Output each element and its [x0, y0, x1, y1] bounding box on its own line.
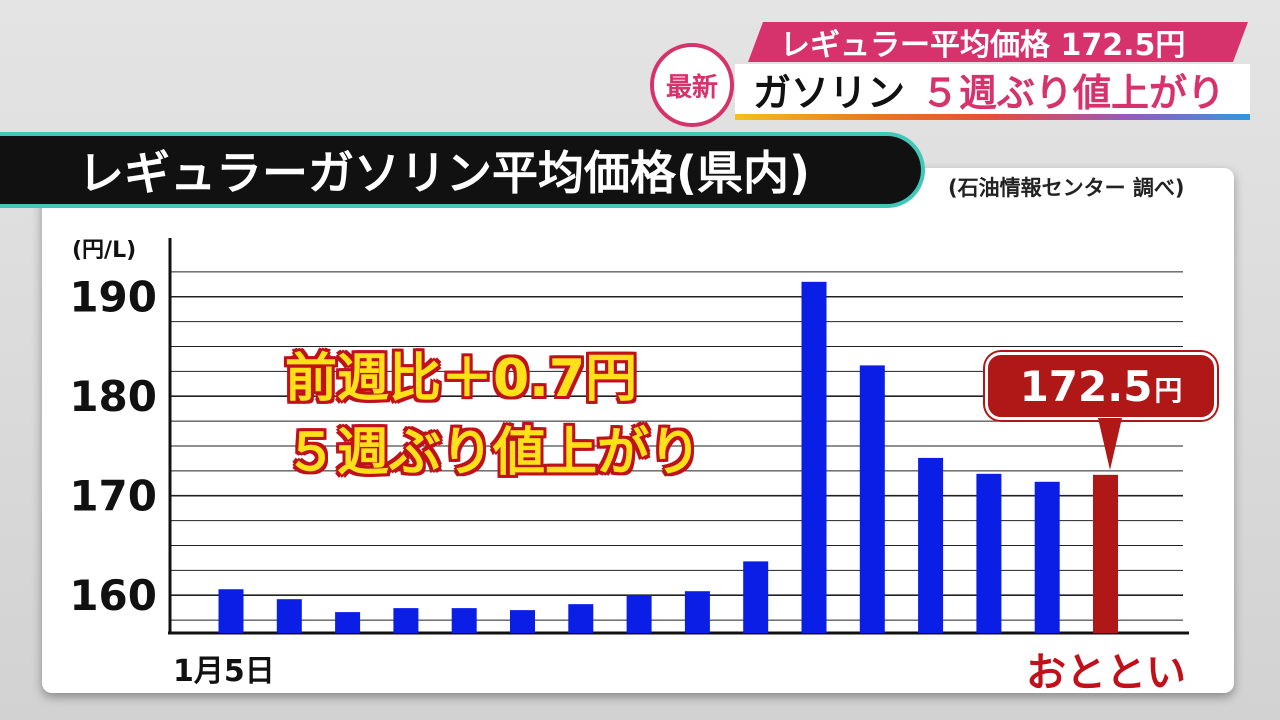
- bar: [510, 610, 535, 633]
- bar: [1093, 474, 1118, 633]
- value-callout: 172.5 円: [985, 352, 1217, 420]
- bar: [568, 604, 594, 633]
- bar: [1034, 481, 1060, 633]
- bar: [626, 595, 652, 633]
- top-ticker-text: レギュラー平均価格 172.5円: [780, 28, 1186, 63]
- y-tick-label: 160: [69, 571, 157, 620]
- bar: [276, 599, 302, 633]
- bar: [335, 612, 361, 633]
- callout-unit: 円: [1154, 374, 1183, 407]
- y-axis-label: (円/L): [72, 238, 137, 263]
- bar: [451, 608, 477, 633]
- source-note: (石油情報センター 調べ): [948, 176, 1185, 200]
- annotation-change: 前週比＋0.7円: [285, 349, 638, 409]
- chart-title-text: レギュラーガソリン平均価格(県内): [78, 146, 811, 200]
- headline-part2: ５週ぶり値上がり: [921, 70, 1226, 115]
- x-label-last: おととい: [1026, 650, 1186, 696]
- latest-badge: 最新: [650, 43, 734, 127]
- bar: [859, 365, 885, 633]
- headline-part1: ガソリン: [753, 70, 906, 115]
- bar: [393, 608, 419, 633]
- y-tick-label: 180: [69, 372, 157, 421]
- y-tick-label: 190: [69, 273, 157, 322]
- x-label-first: 1月5日: [173, 654, 275, 689]
- y-tick-label: 170: [69, 472, 157, 521]
- bar: [218, 589, 244, 633]
- bar: [743, 561, 769, 633]
- callout-value: 172.5: [1019, 361, 1153, 411]
- bar: [918, 457, 944, 633]
- bar: [976, 473, 1002, 633]
- bar: [801, 281, 827, 633]
- headline-bar: ガソリン ５週ぶり値上がり: [735, 64, 1250, 120]
- callout-pointer: [1098, 418, 1122, 470]
- top-ticker: レギュラー平均価格 172.5円: [748, 22, 1248, 62]
- annotation-trend: ５週ぶり値上がり: [285, 423, 702, 483]
- chart-title: レギュラーガソリン平均価格(県内): [0, 132, 925, 208]
- bar: [684, 591, 710, 633]
